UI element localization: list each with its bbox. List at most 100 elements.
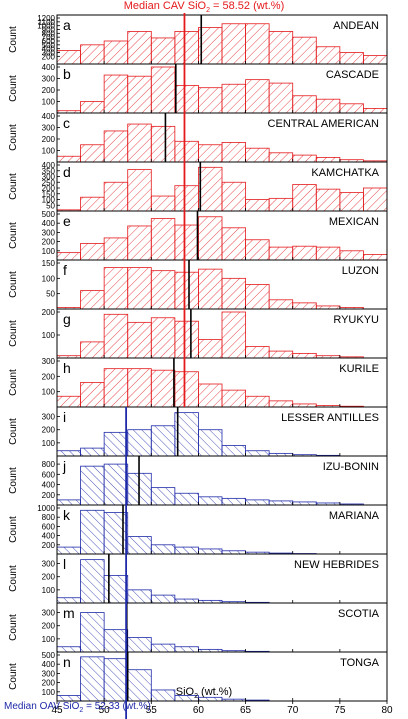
histogram-bar	[245, 23, 270, 65]
histogram-bar	[315, 246, 341, 261]
histogram-bar	[363, 55, 388, 65]
histogram-bar	[150, 317, 176, 359]
histogram-bar	[56, 499, 81, 506]
histogram-bar	[56, 155, 81, 163]
histogram-bar	[174, 140, 199, 163]
histogram-bar	[127, 429, 152, 457]
x-axis-label: SiO2 (wt.%)	[0, 686, 408, 700]
histogram-bar	[221, 445, 246, 457]
panel-letter: b	[63, 66, 71, 82]
panel-letter: f	[63, 262, 67, 278]
y-tick-label: 400	[42, 45, 56, 54]
histogram-bar	[245, 450, 270, 457]
median-oav-title: Median OAV SiO2 = 52.33 (wt.%)	[4, 701, 151, 714]
histogram-bar	[174, 271, 199, 310]
x-tick-label: 55	[146, 705, 158, 716]
y-tick-label: 300	[42, 560, 56, 569]
panel-letter: h	[63, 360, 71, 376]
histogram-bar	[56, 50, 81, 65]
y-tick-label: 500	[42, 41, 56, 50]
panel-letter: k	[63, 507, 71, 523]
histogram-bar	[198, 383, 223, 408]
histogram-bar	[103, 629, 129, 653]
y-tick-label: 100	[42, 388, 56, 397]
panel-letter: d	[63, 164, 71, 180]
histogram-bar	[80, 447, 105, 457]
histogram-bar	[150, 425, 176, 457]
y-tick-label: 600	[42, 37, 56, 46]
histogram-bar	[339, 52, 364, 65]
histogram-bar	[221, 142, 246, 163]
y-tick-label: 100	[42, 688, 56, 697]
y-tick-label: 400	[42, 219, 56, 228]
y-tick-label: 350	[42, 167, 56, 176]
histogram-bar	[268, 246, 294, 261]
histogram-bar	[221, 181, 246, 212]
x-tick-label: 80	[381, 705, 393, 716]
histogram-bar	[150, 487, 176, 506]
histogram-bar	[245, 284, 270, 310]
histogram-bar	[221, 83, 246, 114]
histogram-bar	[80, 243, 105, 261]
histogram-bar	[150, 195, 176, 212]
x-tick-label: 45	[51, 705, 63, 716]
panel-luzon: 50 100 150 Count f LUZON	[8, 259, 388, 310]
y-tick-label: 200	[42, 184, 56, 193]
histogram-bar	[221, 227, 246, 261]
histogram-bar	[292, 36, 317, 65]
panel-letter: j	[62, 458, 66, 474]
y-tick-label: 600	[42, 522, 56, 531]
median-oav-subscript: 2	[79, 707, 84, 714]
histogram-bar	[315, 188, 341, 212]
histogram-bar	[150, 544, 176, 555]
median-cav-prefix: Median CAV SiO	[123, 0, 207, 12]
y-tick-label: 300	[42, 49, 56, 58]
histogram-bar	[127, 637, 152, 653]
histogram-bar	[103, 463, 129, 506]
histogram-bar	[221, 277, 246, 310]
y-axis-title: Count	[8, 173, 19, 200]
x-axis-label-prefix: SiO	[175, 686, 195, 698]
histogram-bar	[339, 250, 364, 261]
histogram-bar	[292, 352, 317, 359]
y-tick-label: 900	[42, 26, 56, 35]
panel-kurile: 100 200 300 Count h KURILE	[8, 357, 388, 408]
histogram-bar	[292, 184, 317, 212]
histogram-bar	[174, 224, 199, 261]
y-tick-label: 300	[42, 413, 56, 422]
y-axis-title: Count	[8, 26, 19, 53]
histogram-bar	[292, 154, 317, 163]
histogram-bar	[150, 594, 176, 604]
histogram-bar	[198, 144, 223, 163]
median-oav-prefix: Median OAV SiO	[4, 701, 80, 712]
y-tick-label: 700	[42, 33, 56, 42]
median-cav-subscript: 2	[206, 7, 210, 15]
histogram-bar	[80, 196, 105, 212]
y-tick-label: 200	[42, 426, 56, 435]
panel-letter: a	[63, 17, 71, 33]
y-tick-label: 200	[42, 52, 56, 61]
panel-name: IZU-BONIN	[323, 461, 379, 473]
histogram-bar	[56, 546, 81, 555]
histogram-bar	[245, 395, 270, 408]
y-tick-label: 100	[42, 247, 56, 256]
panel-name: CENTRAL AMERICAN	[268, 118, 380, 130]
histogram-bar	[315, 98, 341, 114]
y-tick-label: 300	[42, 669, 56, 678]
histogram-bar	[150, 270, 176, 310]
histogram-bar	[80, 290, 105, 310]
histogram-bar	[80, 144, 105, 163]
histogram-bar	[56, 395, 81, 408]
histogram-bar	[245, 346, 270, 359]
x-tick-label: 65	[240, 705, 252, 716]
y-tick-label: 300	[42, 173, 56, 182]
y-tick-label: 100	[42, 635, 56, 644]
histogram-bar	[245, 199, 270, 212]
panel-frame	[56, 651, 388, 702]
histogram-bar	[127, 267, 152, 310]
histogram-bar	[174, 598, 199, 604]
y-tick-label: 300	[42, 228, 56, 237]
